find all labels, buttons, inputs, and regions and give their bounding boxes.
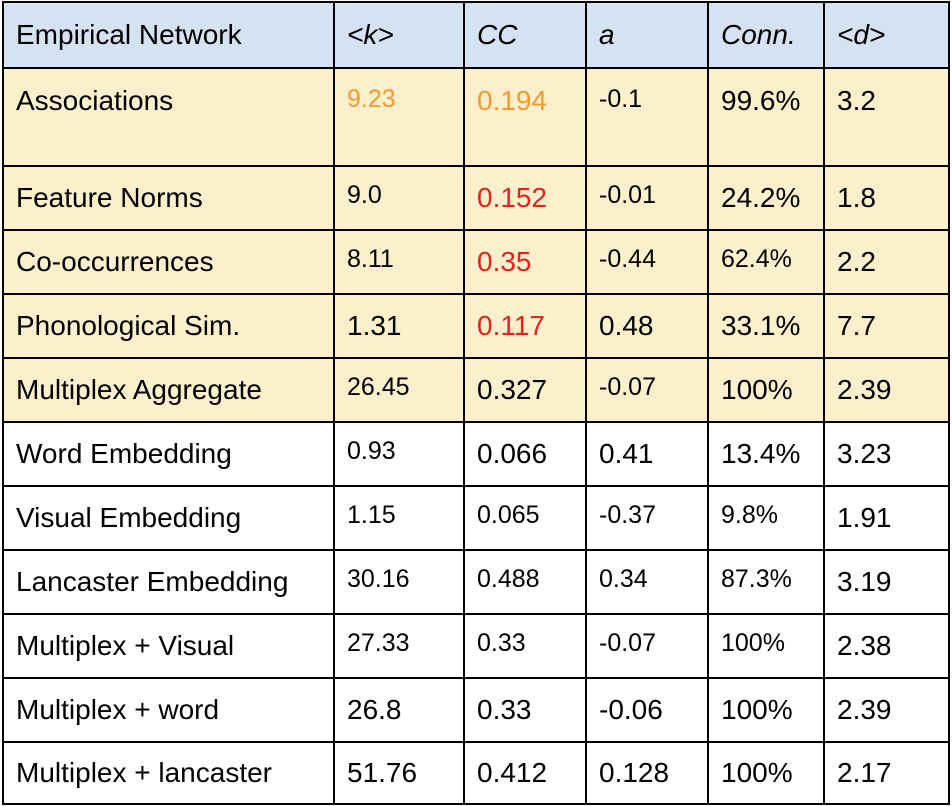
cell-network: Multiplex Aggregate xyxy=(2,357,335,423)
table-row: Lancaster Embedding 30.16 0.488 0.34 87.… xyxy=(2,549,950,615)
table-row: Co-occurrences 8.11 0.35 -0.44 62.4% 2.2 xyxy=(2,229,950,295)
cell-k: 9.23 xyxy=(333,67,465,167)
header-connectivity: Conn. xyxy=(707,1,825,69)
cell-conn: 9.8% xyxy=(707,485,825,551)
table-row: Feature Norms 9.0 0.152 -0.01 24.2% 1.8 xyxy=(2,165,950,231)
table-row: Multiplex + Visual 27.33 0.33 -0.07 100%… xyxy=(2,613,950,679)
cell-k: 8.11 xyxy=(333,229,465,295)
cell-a: 0.128 xyxy=(585,741,709,805)
cell-a: -0.37 xyxy=(585,485,709,551)
cell-cc: 0.117 xyxy=(463,293,587,359)
cell-k: 1.31 xyxy=(333,293,465,359)
cell-cc: 0.066 xyxy=(463,421,587,487)
cell-d: 2.38 xyxy=(823,613,950,679)
cell-network: Phonological Sim. xyxy=(2,293,335,359)
cell-d: 7.7 xyxy=(823,293,950,359)
cell-cc: 0.152 xyxy=(463,165,587,231)
cell-k: 26.45 xyxy=(333,357,465,423)
header-clustering-coefficient: CC xyxy=(463,1,587,69)
cell-d: 1.8 xyxy=(823,165,950,231)
cell-k: 0.93 xyxy=(333,421,465,487)
cell-cc: 0.35 xyxy=(463,229,587,295)
cell-a: -0.07 xyxy=(585,613,709,679)
header-avg-distance: <d> xyxy=(823,1,950,69)
cell-k: 51.76 xyxy=(333,741,465,805)
cell-conn: 33.1% xyxy=(707,293,825,359)
cell-d: 3.2 xyxy=(823,67,950,167)
cell-k: 26.8 xyxy=(333,677,465,743)
table-header-row: Empirical Network <k> CC a Conn. <d> xyxy=(2,1,950,69)
cell-a: 0.41 xyxy=(585,421,709,487)
cell-network: Multiplex + Visual xyxy=(2,613,335,679)
cell-network: Co-occurrences xyxy=(2,229,335,295)
cell-d: 3.19 xyxy=(823,549,950,615)
cell-cc: 0.412 xyxy=(463,741,587,805)
table-row: Multiplex Aggregate 26.45 0.327 -0.07 10… xyxy=(2,357,950,423)
cell-d: 2.2 xyxy=(823,229,950,295)
cell-network: Multiplex + word xyxy=(2,677,335,743)
table-row: Phonological Sim. 1.31 0.117 0.48 33.1% … xyxy=(2,293,950,359)
header-assortativity: a xyxy=(585,1,709,69)
cell-cc: 0.33 xyxy=(463,677,587,743)
cell-k: 1.15 xyxy=(333,485,465,551)
cell-conn: 87.3% xyxy=(707,549,825,615)
cell-conn: 100% xyxy=(707,741,825,805)
cell-d: 2.17 xyxy=(823,741,950,805)
header-empirical-network: Empirical Network xyxy=(2,1,335,69)
cell-cc: 0.065 xyxy=(463,485,587,551)
table-row: Multiplex + word 26.8 0.33 -0.06 100% 2.… xyxy=(2,677,950,743)
cell-network: Associations xyxy=(2,67,335,167)
cell-conn: 99.6% xyxy=(707,67,825,167)
cell-a: 0.48 xyxy=(585,293,709,359)
cell-a: -0.01 xyxy=(585,165,709,231)
cell-k: 27.33 xyxy=(333,613,465,679)
cell-d: 2.39 xyxy=(823,677,950,743)
cell-d: 2.39 xyxy=(823,357,950,423)
cell-a: -0.1 xyxy=(585,67,709,167)
cell-a: 0.34 xyxy=(585,549,709,615)
header-avg-degree: <k> xyxy=(333,1,465,69)
cell-conn: 13.4% xyxy=(707,421,825,487)
cell-cc: 0.327 xyxy=(463,357,587,423)
table-row: Multiplex + lancaster 51.76 0.412 0.128 … xyxy=(2,741,950,805)
table-row: Associations 9.23 0.194 -0.1 99.6% 3.2 xyxy=(2,67,950,167)
table-row: Word Embedding 0.93 0.066 0.41 13.4% 3.2… xyxy=(2,421,950,487)
cell-k: 9.0 xyxy=(333,165,465,231)
cell-network: Feature Norms xyxy=(2,165,335,231)
cell-conn: 62.4% xyxy=(707,229,825,295)
cell-cc: 0.488 xyxy=(463,549,587,615)
cell-conn: 100% xyxy=(707,677,825,743)
cell-d: 1.91 xyxy=(823,485,950,551)
table-row: Visual Embedding 1.15 0.065 -0.37 9.8% 1… xyxy=(2,485,950,551)
cell-conn: 24.2% xyxy=(707,165,825,231)
cell-cc: 0.33 xyxy=(463,613,587,679)
cell-conn: 100% xyxy=(707,357,825,423)
cell-network: Multiplex + lancaster xyxy=(2,741,335,805)
cell-network: Visual Embedding xyxy=(2,485,335,551)
cell-a: -0.44 xyxy=(585,229,709,295)
cell-cc: 0.194 xyxy=(463,67,587,167)
cell-network: Lancaster Embedding xyxy=(2,549,335,615)
cell-conn: 100% xyxy=(707,613,825,679)
cell-a: -0.07 xyxy=(585,357,709,423)
cell-k: 30.16 xyxy=(333,549,465,615)
cell-a: -0.06 xyxy=(585,677,709,743)
cell-network: Word Embedding xyxy=(2,421,335,487)
cell-d: 3.23 xyxy=(823,421,950,487)
